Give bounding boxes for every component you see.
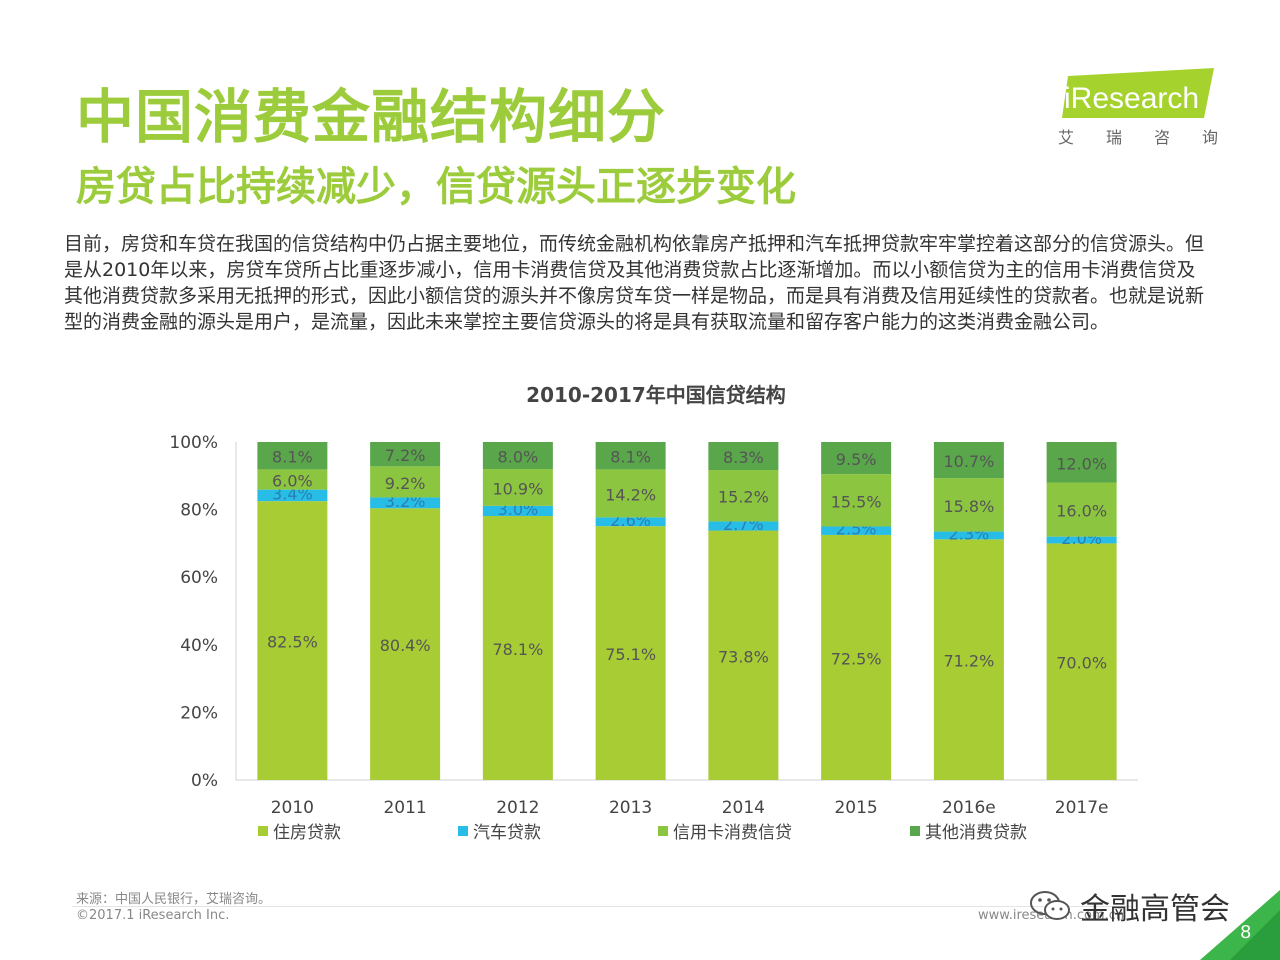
data-label: 8.0%	[498, 448, 539, 467]
logo-tag-char: 瑞	[1105, 128, 1122, 147]
data-label: 8.3%	[723, 448, 764, 467]
source-note: 来源：中国人民银行，艾瑞咨询。	[76, 892, 272, 907]
corner-decoration	[1200, 890, 1280, 960]
data-label: 78.1%	[492, 640, 543, 659]
x-tick-label: 2014	[722, 798, 765, 818]
bar-segment	[708, 521, 779, 531]
chart-title: 2010-2017年中国信贷结构	[526, 383, 786, 407]
x-tick-label: 2011	[383, 798, 426, 818]
data-label: 6.0%	[272, 472, 313, 491]
bar-segment	[933, 478, 1004, 532]
y-tick-label: 0%	[191, 771, 218, 791]
slide-subtitle: 房贷占比持续减少，信贷源头正逐步变化	[76, 164, 796, 210]
data-label: 7.2%	[385, 446, 426, 465]
wechat-watermark: 金融高管会	[1028, 884, 1230, 928]
bar-segment	[595, 526, 666, 780]
logo-tag-char: 艾	[1058, 128, 1075, 147]
data-label: 14.2%	[605, 485, 656, 504]
bar-segment	[821, 534, 892, 780]
x-tick-label: 2013	[609, 798, 652, 818]
page-number: 8	[1240, 922, 1252, 943]
data-label: 15.2%	[718, 488, 769, 507]
bar-segment	[257, 489, 328, 502]
x-tick-label: 2012	[496, 798, 539, 818]
data-label: 8.1%	[610, 448, 651, 467]
bar-segment	[933, 531, 1004, 540]
data-label: 9.5%	[836, 450, 877, 469]
bar-segment	[821, 526, 892, 535]
y-tick-label: 80%	[180, 501, 218, 521]
intro-paragraph: 目前，房贷和车贷在我国的信贷结构中仍占据主要地位，而传统金融机构依靠房产抵押和汽…	[64, 233, 1205, 333]
data-label: 72.5%	[831, 649, 882, 668]
logo-tag-char: 咨	[1153, 128, 1170, 147]
data-label: 75.1%	[605, 645, 656, 664]
bar-segment	[821, 442, 892, 475]
bar-segment	[708, 530, 779, 780]
legend-label: 信用卡消费信贷	[673, 823, 792, 843]
bar-segment	[482, 516, 553, 780]
data-label: 15.8%	[943, 497, 994, 516]
iresearch-logo: iResearch	[1062, 68, 1214, 118]
data-label: 15.5%	[831, 492, 882, 511]
bar-segment	[257, 501, 328, 780]
x-tick-label: 2017e	[1055, 798, 1109, 818]
bar-segment	[257, 442, 328, 470]
wechat-label: 金融高管会	[1080, 892, 1230, 927]
bar-segment	[1046, 543, 1117, 780]
bar-segment	[933, 442, 1004, 479]
bar-segment	[482, 469, 553, 506]
y-tick-label: 60%	[180, 568, 218, 588]
bar-segment	[595, 442, 666, 470]
wechat-icon	[1030, 891, 1070, 920]
data-label: 80.4%	[380, 636, 431, 655]
footer-divider	[72, 906, 1132, 907]
legend-swatch	[458, 826, 468, 836]
data-label: 10.7%	[943, 452, 994, 471]
legend-swatch	[910, 826, 920, 836]
legend-swatch	[258, 826, 268, 836]
bar-segment	[1046, 536, 1117, 544]
data-label: 82.5%	[267, 633, 318, 652]
bar-segment	[708, 442, 779, 471]
data-label: 73.8%	[718, 647, 769, 666]
data-label: 12.0%	[1056, 454, 1107, 473]
legend-label: 其他消费贷款	[925, 823, 1027, 843]
data-label: 9.2%	[385, 474, 426, 493]
y-tick-label: 20%	[180, 703, 218, 723]
legend-label: 汽车贷款	[473, 823, 541, 843]
bar-segment	[370, 497, 441, 509]
bar-segment	[370, 508, 441, 780]
slide-title: 中国消费金融结构细分	[76, 83, 667, 151]
legend-swatch	[658, 826, 668, 836]
logo-tagline: 艾 瑞 咨 询	[1058, 124, 1218, 148]
y-tick-label: 100%	[169, 433, 218, 453]
bar-segment	[257, 469, 328, 490]
data-label: 71.2%	[943, 652, 994, 671]
bar-segment	[482, 505, 553, 517]
bar-segment	[595, 469, 666, 518]
copyright: ©2017.1 iResearch Inc.	[76, 908, 230, 923]
y-tick-label: 40%	[180, 636, 218, 656]
bar-segment	[933, 539, 1004, 780]
bar-segment	[595, 517, 666, 527]
data-label: 10.9%	[492, 479, 543, 498]
bar-segment	[482, 442, 553, 470]
bar-segment	[370, 466, 441, 498]
bar-segment	[708, 470, 779, 522]
logo-text: iResearch	[1064, 82, 1199, 115]
bar-segment	[1046, 482, 1117, 537]
legend-label: 住房贷款	[273, 823, 341, 843]
x-tick-label: 2010	[271, 798, 314, 818]
data-label: 70.0%	[1056, 654, 1107, 673]
bar-segment	[370, 442, 441, 467]
data-label: 8.1%	[272, 448, 313, 467]
data-label: 16.0%	[1056, 502, 1107, 521]
x-tick-label: 2016e	[942, 798, 996, 818]
logo-tag-char: 询	[1201, 128, 1218, 147]
bar-segment	[821, 474, 892, 527]
x-tick-label: 2015	[834, 798, 877, 818]
bar-segment	[1046, 442, 1117, 483]
